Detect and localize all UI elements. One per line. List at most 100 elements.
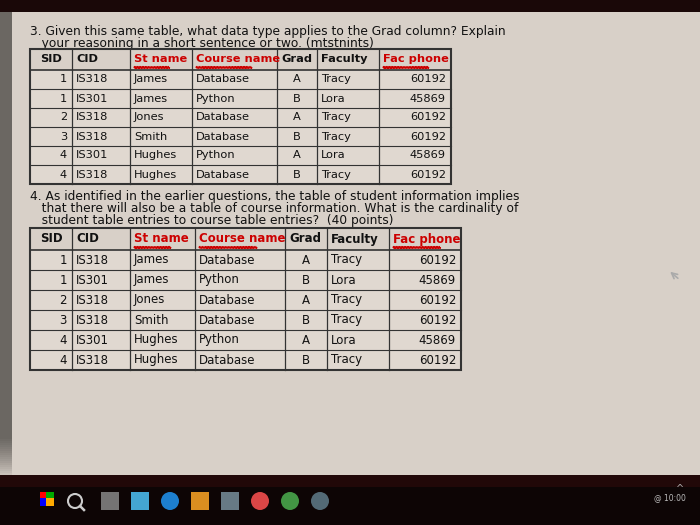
- Text: IS318: IS318: [76, 75, 108, 85]
- Text: James: James: [134, 75, 168, 85]
- Text: Tracy: Tracy: [331, 353, 362, 366]
- Bar: [0, 12, 12, 469]
- Bar: [46, 498, 54, 506]
- Text: Jones: Jones: [134, 293, 165, 307]
- Bar: [0, 12, 12, 467]
- Text: Jones: Jones: [134, 112, 164, 122]
- Text: 3. Given this same table, what data type applies to the Grad column? Explain: 3. Given this same table, what data type…: [30, 25, 505, 38]
- Text: IS318: IS318: [76, 293, 109, 307]
- Text: Database: Database: [199, 313, 256, 327]
- Text: St name: St name: [134, 55, 188, 65]
- Text: Python: Python: [196, 151, 236, 161]
- Text: Database: Database: [199, 353, 256, 366]
- Text: 3: 3: [60, 131, 67, 142]
- Text: 45869: 45869: [419, 274, 456, 287]
- Text: 45869: 45869: [419, 333, 456, 346]
- Text: Database: Database: [196, 131, 250, 142]
- Text: ^: ^: [676, 484, 684, 494]
- Text: IS318: IS318: [76, 313, 109, 327]
- Text: 45869: 45869: [410, 93, 446, 103]
- Bar: [30, 49, 451, 184]
- Text: Hughes: Hughes: [134, 353, 178, 366]
- Text: Tracy: Tracy: [321, 131, 351, 142]
- Text: 3: 3: [60, 313, 67, 327]
- Bar: [30, 49, 451, 184]
- Text: Database: Database: [199, 293, 256, 307]
- Text: B: B: [302, 353, 310, 366]
- Text: Grad: Grad: [289, 233, 321, 246]
- Circle shape: [251, 492, 269, 510]
- Bar: [40, 492, 48, 500]
- Text: St name: St name: [134, 233, 189, 246]
- Text: Tracy: Tracy: [321, 170, 351, 180]
- Bar: [221, 492, 239, 510]
- Text: Smith: Smith: [134, 313, 169, 327]
- Bar: [191, 492, 209, 510]
- Text: Tracy: Tracy: [321, 112, 351, 122]
- Text: Lora: Lora: [321, 93, 346, 103]
- Bar: [0, 12, 12, 439]
- Text: Hughes: Hughes: [134, 170, 177, 180]
- Text: James: James: [134, 254, 169, 267]
- Text: Python: Python: [199, 333, 240, 346]
- Text: Fac phone: Fac phone: [383, 55, 449, 65]
- Text: 2: 2: [60, 112, 67, 122]
- Text: IS301: IS301: [76, 333, 109, 346]
- Text: Faculty: Faculty: [321, 55, 368, 65]
- Text: A: A: [293, 151, 301, 161]
- Bar: [131, 492, 149, 510]
- Text: B: B: [302, 313, 310, 327]
- Text: 1: 1: [60, 254, 67, 267]
- Bar: [0, 12, 12, 461]
- Bar: [0, 12, 12, 455]
- Text: IS318: IS318: [76, 254, 109, 267]
- Bar: [0, 12, 12, 471]
- Circle shape: [311, 492, 329, 510]
- Bar: [30, 49, 451, 70]
- Bar: [0, 12, 12, 441]
- Text: James: James: [134, 274, 169, 287]
- Bar: [46, 492, 54, 500]
- Text: your reasoning in a short sentence or two. (mtstnints): your reasoning in a short sentence or tw…: [30, 37, 374, 50]
- Text: B: B: [293, 131, 301, 142]
- Text: Python: Python: [196, 93, 236, 103]
- Bar: [0, 12, 12, 473]
- Bar: [0, 12, 12, 449]
- Bar: [0, 12, 12, 445]
- Text: 4: 4: [60, 353, 67, 366]
- Text: @ 10:00: @ 10:00: [654, 494, 686, 502]
- Text: 4. As identified in the earlier questions, the table of student information impl: 4. As identified in the earlier question…: [30, 190, 519, 203]
- Text: A: A: [293, 75, 301, 85]
- Text: 1: 1: [60, 75, 67, 85]
- Text: 60192: 60192: [419, 313, 456, 327]
- Text: Tracy: Tracy: [331, 254, 362, 267]
- Text: James: James: [134, 93, 168, 103]
- Text: Course name: Course name: [196, 55, 280, 65]
- Bar: [101, 492, 119, 510]
- Text: Python: Python: [199, 274, 240, 287]
- Bar: [30, 228, 461, 370]
- Text: SID: SID: [40, 55, 62, 65]
- Text: 2: 2: [60, 293, 67, 307]
- Bar: [0, 475, 700, 525]
- Text: student table entries to course table entries?  (40 points): student table entries to course table en…: [30, 214, 393, 227]
- Text: 1: 1: [60, 274, 67, 287]
- Bar: [30, 228, 461, 370]
- Text: Database: Database: [196, 75, 250, 85]
- Bar: [0, 12, 12, 443]
- Text: 1: 1: [60, 93, 67, 103]
- Bar: [0, 12, 12, 447]
- Bar: [0, 12, 12, 475]
- Text: B: B: [302, 274, 310, 287]
- Text: Hughes: Hughes: [134, 333, 178, 346]
- Text: Tracy: Tracy: [331, 293, 362, 307]
- Text: IS318: IS318: [76, 112, 108, 122]
- Text: Fac phone: Fac phone: [393, 233, 461, 246]
- Bar: [0, 475, 700, 487]
- Text: IS318: IS318: [76, 131, 108, 142]
- Text: Hughes: Hughes: [134, 151, 177, 161]
- Text: IS318: IS318: [76, 170, 108, 180]
- Text: 60192: 60192: [410, 75, 446, 85]
- Text: A: A: [302, 333, 310, 346]
- Text: 60192: 60192: [419, 293, 456, 307]
